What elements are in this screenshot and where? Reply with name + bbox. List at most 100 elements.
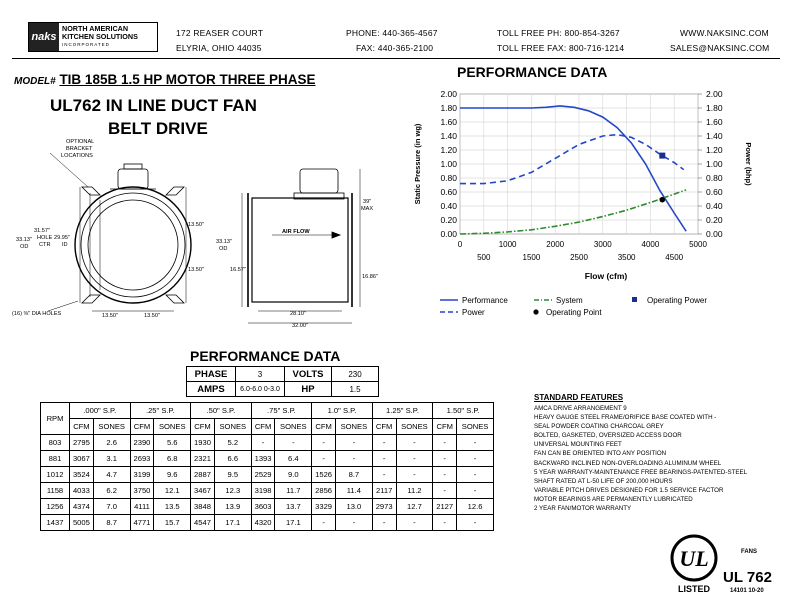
table-cell: - <box>335 514 373 531</box>
volts-value: 230 <box>331 366 379 382</box>
feature-item: 5 YEAR WARRANTY-MAINTENANCE FREE BEARING… <box>534 468 748 476</box>
y2-tick-label: 1.00 <box>706 159 723 169</box>
sp-header: 1.50" S.P. <box>432 402 494 419</box>
table-cell: - <box>335 450 373 467</box>
phase-label: PHASE <box>186 366 236 382</box>
airflow-arrowhead <box>331 231 342 239</box>
table-cell: - <box>395 450 434 467</box>
model-line: MODEL# TIB 185B 1.5 HP MOTOR THREE PHASE <box>14 72 316 87</box>
motor-mount <box>293 192 345 200</box>
electrical-spec-table: PHASE 3 VOLTS 230 AMPS 6.0-6.0 0-3.0 HP … <box>186 366 379 397</box>
label-2810: 28.10" <box>290 311 306 317</box>
label-1350-top: 13.50" <box>188 222 204 228</box>
motor-front <box>117 168 149 190</box>
feature-item: SEAL POWDER COATING CHARCOAL GREY <box>534 423 664 431</box>
fan-inner-ring <box>80 192 186 298</box>
fan-opening <box>87 199 179 291</box>
y-tick-label: 0.80 <box>440 173 457 183</box>
label-od: OD <box>20 244 28 250</box>
table-cell: - <box>250 434 276 451</box>
label-holes: (16) ⅜" DIA HOLES <box>12 311 62 317</box>
y-tick-label: 1.40 <box>440 131 457 141</box>
website-link[interactable]: WWW.NAKSINC.COM <box>680 28 769 38</box>
operating-point-marker <box>659 196 666 203</box>
chart-points <box>659 152 666 203</box>
table-cell: 3.1 <box>92 450 131 467</box>
label-side-od: OD <box>219 246 227 252</box>
standard-features-list: AMCA DRIVE ARRANGEMENT 9 HEAVY GAUGE STEE… <box>534 404 747 513</box>
x-tick-label-offset: 4500 <box>665 253 683 262</box>
table-cell: - <box>432 434 458 451</box>
company-logo: naks NORTH AMERICAN KITCHEN SOLUTIONS IN… <box>28 22 158 52</box>
series-line-performance <box>460 105 687 232</box>
ul-logo-text: UL <box>679 546 708 571</box>
table-cell: - <box>395 466 434 483</box>
table-cell: 7.0 <box>92 498 131 515</box>
y2-tick-label: 1.80 <box>706 103 723 113</box>
table-cell: 2.6 <box>92 434 131 451</box>
label-3157: 31.57" <box>34 228 50 234</box>
label-ctr: CTR <box>39 242 51 248</box>
volts-label: VOLTS <box>284 366 332 382</box>
rpm-cell: 881 <box>40 450 70 467</box>
x-axis-label: Flow (cfm) <box>585 271 628 281</box>
feature-item: UNIVERSAL MOUNTING FEET <box>534 441 622 449</box>
table-cell: 2390 <box>129 434 155 451</box>
table-cell: 5005 <box>69 514 94 531</box>
chart-legend: Performance System Operating Power Power… <box>440 296 707 317</box>
feature-item: VARIABLE PITCH DRIVES DESIGNED FOR 1.5 S… <box>534 486 724 494</box>
label-hole: HOLE <box>37 235 53 241</box>
y2-tick-label: 0.00 <box>706 229 723 239</box>
sones-header: SONES <box>395 418 434 435</box>
y2-tick-label: 0.40 <box>706 201 723 211</box>
table-cell: 2887 <box>190 466 215 483</box>
table-cell: 4374 <box>69 498 94 515</box>
rpm-cell: 1158 <box>40 482 70 499</box>
cfm-header: CFM <box>129 418 155 435</box>
sp-header: .50" S.P. <box>190 402 252 419</box>
x-tick-label: 0 <box>458 240 463 249</box>
y-tick-label: 0.60 <box>440 187 457 197</box>
table-cell: - <box>371 450 397 467</box>
x-tick-label-offset: 500 <box>477 253 491 262</box>
table-cell: - <box>432 466 458 483</box>
toll-free-fax: TOLL FREE FAX: 800-716-1214 <box>497 43 625 53</box>
feature-item: BOLTED, GASKETED, OVERSIZED ACCESS DOOR <box>534 432 682 440</box>
table-row: 1256 4374 7.0 4111 13.5 3848 13.9 3603 13.7 3329 1… <box>40 498 494 515</box>
feature-item: FAN CAN BE ORIENTED INTO ANY POSITION <box>534 450 667 458</box>
operating-power-marker <box>659 152 666 159</box>
email-link[interactable]: SALES@NAKSINC.COM <box>670 43 770 53</box>
cfm-header: CFM <box>311 418 337 435</box>
rpm-cell: 1012 <box>40 466 70 483</box>
y-tick-label: 0.40 <box>440 201 457 211</box>
table-cell: - <box>456 514 494 531</box>
y2-tick-label: 0.60 <box>706 187 723 197</box>
sones-header: SONES <box>92 418 131 435</box>
sp-header: .25" S.P. <box>129 402 192 419</box>
table-cell: 3603 <box>250 498 276 515</box>
table-cell: 4.7 <box>92 466 131 483</box>
sp-header: .75" S.P. <box>250 402 313 419</box>
fan-outer-ring <box>74 186 192 304</box>
table-cell: 13.9 <box>213 498 252 515</box>
y2-tick-label: 0.80 <box>706 173 723 183</box>
x-tick-label: 2000 <box>546 240 564 249</box>
table-cell: 12.6 <box>456 498 494 515</box>
label-1350-left: 13.50" <box>102 313 118 319</box>
rpm-header: RPM <box>40 402 70 435</box>
logo-line-2: KITCHEN SOLUTIONS <box>62 32 138 41</box>
table-cell: - <box>395 514 434 531</box>
table-cell: 9.0 <box>274 466 313 483</box>
feature-item: AMCA DRIVE ARRANGEMENT 9 <box>534 405 627 412</box>
legend-system: System <box>556 296 583 305</box>
ul-listed: LISTED <box>678 584 711 594</box>
y2-tick-label: 1.40 <box>706 131 723 141</box>
leader-holes <box>47 300 79 312</box>
sones-header: SONES <box>456 418 494 435</box>
table-cell: - <box>274 434 313 451</box>
hp-label: HP <box>284 381 332 397</box>
rpm-cell: 1437 <box>40 514 70 531</box>
table-cell: 2117 <box>371 482 397 499</box>
chart-ticks: 0.00 0.00 0.20 0.20 0.40 0.40 0.60 0.60 0.80 0.80… <box>440 89 722 262</box>
table-cell: 4111 <box>129 498 155 515</box>
